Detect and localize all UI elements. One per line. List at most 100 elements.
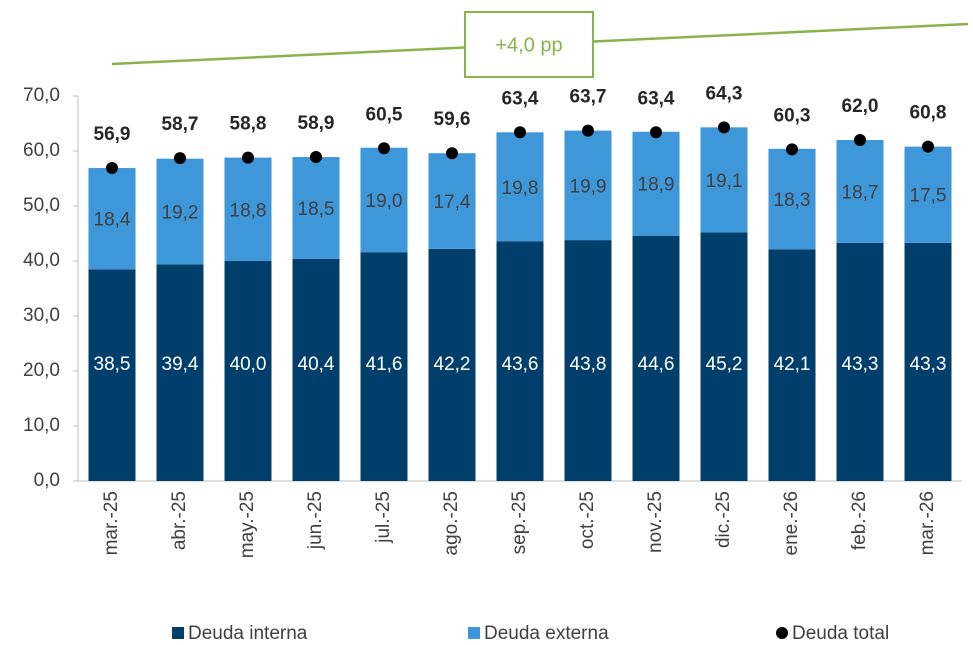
bar-segment: [496, 241, 544, 481]
total-dot: [106, 162, 118, 175]
x-tick-label: oct.-25: [577, 491, 598, 549]
x-tick-label: mar.-25: [101, 491, 122, 555]
annotation-box: [464, 11, 594, 78]
bar-segment: [292, 258, 340, 481]
x-tick-label: ene.-26: [781, 491, 802, 555]
total-label: 64,3: [706, 83, 743, 104]
total-dot: [310, 151, 322, 164]
total-dot: [174, 152, 186, 165]
annotation: +4,0 pp: [495, 34, 562, 56]
bar-segment: [156, 158, 204, 265]
y-tick-label: 70,0: [23, 85, 60, 106]
bar-segment: [564, 240, 612, 481]
total-label: 56,9: [94, 124, 131, 145]
bar-segment: [428, 248, 476, 481]
total-label: 58,9: [298, 113, 335, 134]
segment-label: 43,8: [570, 354, 607, 375]
bar-segment: [428, 153, 476, 249]
segment-label: 18,9: [638, 175, 675, 196]
legend-label: Deuda interna: [188, 623, 308, 644]
legend-label: Deuda total: [792, 623, 889, 644]
segment-label: 19,0: [366, 191, 403, 212]
total-dot: [718, 121, 730, 134]
x-tick-label: jul.-25: [373, 491, 394, 544]
segment-label: 18,3: [774, 190, 811, 211]
total-label: 60,3: [774, 105, 811, 126]
segment-label: 41,6: [366, 354, 403, 375]
bar-segment: [496, 132, 544, 242]
bar-segment: [88, 269, 136, 481]
bar-segment: [904, 146, 952, 243]
bar-segment: [632, 235, 680, 481]
x-tick-label: abr.-25: [169, 491, 190, 550]
bar-segment: [360, 147, 408, 253]
bar-segment: [224, 261, 272, 481]
x-tick-label: mar.-26: [917, 491, 938, 555]
bar-segment: [224, 157, 272, 261]
segment-label: 40,4: [298, 354, 335, 375]
total-dot: [446, 147, 458, 160]
total-label: 58,8: [230, 114, 267, 135]
x-tick-label: dic.-25: [713, 491, 734, 548]
total-dot: [514, 126, 526, 139]
bar-segment: [632, 131, 680, 236]
total-dot: [922, 140, 934, 153]
total-label: 62,0: [842, 96, 879, 117]
segment-label: 19,1: [706, 171, 743, 192]
bar-segment: [836, 242, 884, 481]
segment-label: 19,9: [570, 176, 607, 197]
total-label: 63,4: [502, 88, 539, 109]
bar-segment: [768, 249, 816, 481]
segment-label: 43,3: [910, 354, 947, 375]
segment-label: 17,5: [910, 186, 947, 207]
total-label: 63,7: [570, 87, 607, 108]
y-tick-label: 60,0: [23, 140, 60, 161]
segment-label: 18,5: [298, 199, 335, 220]
bar-segment: [360, 252, 408, 481]
bar-segment: [156, 264, 204, 481]
segment-label: 42,2: [434, 354, 471, 375]
y-tick-label: 30,0: [23, 305, 60, 326]
x-tick-label: jun.-25: [305, 491, 326, 550]
total-dot: [378, 142, 390, 155]
y-tick-label: 50,0: [23, 195, 60, 216]
bar-segment: [292, 157, 340, 259]
total-label: 59,6: [434, 109, 471, 130]
legend-swatch: [776, 627, 788, 639]
total-dot: [786, 143, 798, 156]
segment-label: 19,2: [162, 203, 199, 224]
total-label: 63,4: [638, 88, 675, 109]
x-tick-label: feb.-26: [849, 491, 870, 550]
bar-segment: [564, 130, 612, 241]
bar-segment: [700, 127, 748, 233]
total-label: 58,7: [162, 114, 199, 135]
y-tick-label: 10,0: [23, 415, 60, 436]
total-dot: [854, 134, 866, 146]
segment-label: 39,4: [162, 354, 199, 375]
y-tick-label: 0,0: [34, 470, 60, 491]
segment-label: 18,4: [94, 210, 131, 231]
segment-label: 40,0: [230, 354, 267, 375]
total-dot: [582, 124, 594, 137]
total-label: 60,8: [910, 103, 947, 124]
y-tick-label: 20,0: [23, 360, 60, 381]
total-dot: [650, 126, 662, 139]
x-tick-label: nov.-25: [645, 491, 666, 553]
legend-swatch: [172, 627, 184, 639]
segment-label: 43,3: [842, 354, 879, 375]
y-tick-label: 40,0: [23, 250, 60, 271]
segment-label: 18,8: [230, 200, 267, 221]
segment-label: 42,1: [774, 354, 811, 375]
total-dot: [242, 151, 254, 164]
segment-label: 19,8: [502, 178, 539, 199]
legend-label: Deuda externa: [484, 623, 609, 644]
segment-label: 44,6: [638, 354, 675, 375]
total-label: 60,5: [366, 104, 403, 125]
x-tick-label: may.-25: [237, 491, 258, 558]
segment-label: 45,2: [706, 354, 743, 375]
legend-swatch: [468, 627, 480, 639]
x-tick-label: sep.-25: [509, 491, 530, 554]
segment-label: 38,5: [94, 354, 131, 375]
segment-label: 18,7: [842, 182, 879, 203]
